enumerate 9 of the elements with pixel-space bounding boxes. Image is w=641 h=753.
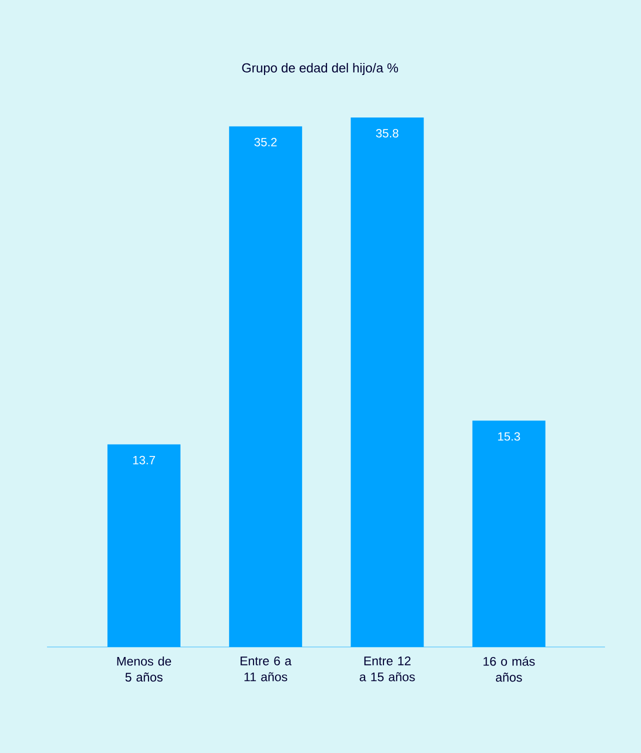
data-label: 35.2 <box>254 138 277 146</box>
data-label: 15.3 <box>498 432 520 441</box>
x-tick-label: Entre 12 a 15 años <box>360 656 415 682</box>
data-label: 35.8 <box>376 128 398 138</box>
x-tick-label: Entre 6 a 11 años <box>240 656 292 682</box>
data-label: 13.7 <box>133 456 155 464</box>
x-tick-label: 16 o más años <box>484 656 535 682</box>
chart-title: Grupo de edad del hijo/a % <box>242 62 398 76</box>
x-tick-label: Menos de 5 años <box>117 656 172 682</box>
